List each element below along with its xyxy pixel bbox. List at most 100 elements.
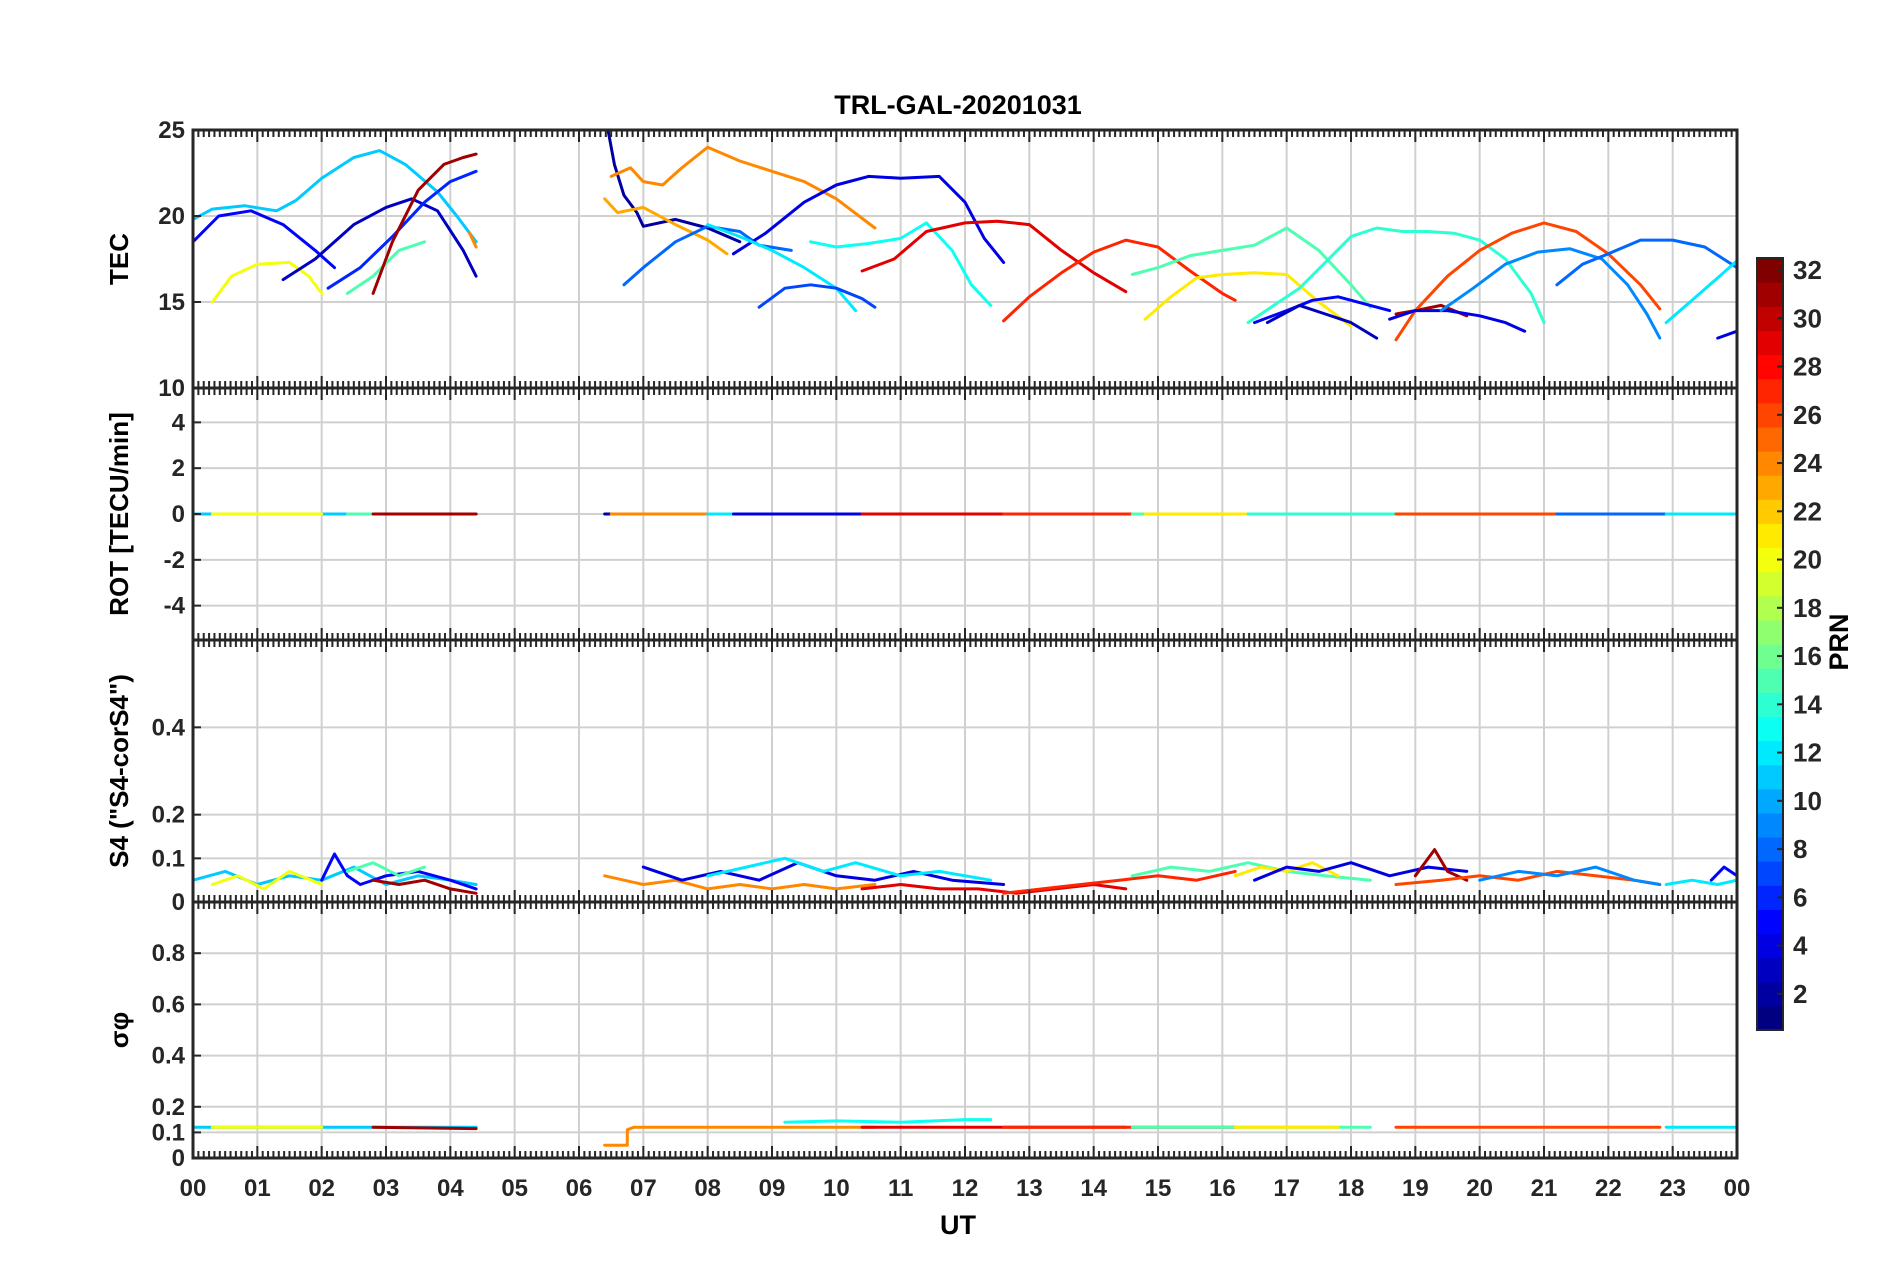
- tec-series-line-prn-5: [1253, 295, 1392, 325]
- colorbar-swatch-15: [1757, 668, 1783, 693]
- colorbar-swatch-21: [1757, 523, 1783, 549]
- x-tick-label: 02: [308, 1175, 335, 1202]
- colorbar-label: PRN: [1824, 613, 1854, 670]
- panel-tec: 10 15 20 25 TEC: [104, 117, 1739, 402]
- x-tick-label: 08: [694, 1175, 721, 1202]
- tec-series-line-prn-9: [1439, 247, 1662, 340]
- s4-ytick-label: 0.2: [152, 802, 185, 829]
- sigma-ytick-label: 0: [172, 1145, 185, 1172]
- colorbar-frame: [1756, 257, 1784, 1031]
- x-tick-label: 11: [888, 1175, 913, 1202]
- sigma-series-line-prn-24: [603, 1125, 877, 1147]
- x-tick-label: 22: [1595, 1175, 1622, 1202]
- s4-series-line-prn-15: [1130, 861, 1372, 882]
- sigma-y-axis-label: σφ: [104, 1012, 134, 1048]
- sigma-ytick-label: 0.2: [152, 1094, 185, 1121]
- chart-title: TRL-GAL-20201031: [834, 90, 1082, 120]
- tec-series-line-prn-13: [809, 221, 993, 307]
- s4-series-line-prn-12: [706, 856, 993, 882]
- tec-series-line-prn-12: [706, 223, 858, 313]
- tec-series-line-prn-4: [1716, 329, 1739, 340]
- sigma-series-line-prn-31: [371, 1125, 478, 1131]
- s4-ytick-label: 0.4: [152, 714, 186, 741]
- colorbar-tick-label: 30: [1793, 303, 1822, 333]
- sigma-ytick-label: 0.8: [152, 940, 185, 967]
- s4-series-line-prn-31: [371, 878, 478, 895]
- colorbar-swatch-17: [1757, 619, 1783, 645]
- colorbar-swatch-29: [1757, 330, 1783, 356]
- tec-series-line-prn-12: [1664, 259, 1739, 325]
- colorbar-tick-label: 4: [1793, 931, 1808, 961]
- colorbar-tick-label: 8: [1793, 834, 1807, 864]
- tec-y-axis-label: TEC: [104, 233, 134, 285]
- tec-ytick-label: 15: [158, 289, 185, 316]
- colorbar-swatch-7: [1757, 861, 1783, 886]
- tec-ytick-label: 10: [158, 375, 185, 402]
- tec-series-line-prn-4: [1388, 309, 1527, 333]
- tec-series-line-prn-2: [606, 128, 742, 244]
- s4-series-line-prn-21: [1233, 861, 1340, 878]
- rot-ytick-label: -2: [164, 547, 185, 574]
- tec-series-line-prn-27: [1002, 238, 1237, 323]
- x-tick-label: 16: [1209, 1175, 1236, 1202]
- colorbar-swatch-3: [1757, 957, 1783, 983]
- colorbar-swatch-25: [1757, 426, 1783, 452]
- x-tick-label: 20: [1466, 1175, 1493, 1202]
- colorbar-tick-label: 28: [1793, 352, 1822, 382]
- tec-minor-ticks: [192, 130, 1738, 388]
- colorbar-tick-label: 2: [1793, 979, 1807, 1009]
- colorbar-swatch-31: [1757, 282, 1783, 307]
- colorbar-swatch-13: [1757, 716, 1783, 742]
- s4-series-line-prn-5: [1709, 865, 1739, 882]
- colorbar-swatch-9: [1757, 812, 1783, 838]
- panel-s4: 0 0.1 0.2 0.4 S4 ("S4-corS4"): [104, 638, 1739, 916]
- x-axis-label: UT: [940, 1210, 976, 1240]
- colorbar-swatch-11: [1757, 764, 1783, 790]
- x-tick-label: 15: [1145, 1175, 1172, 1202]
- sigma-series: [191, 1118, 1739, 1147]
- x-tick-label: 09: [759, 1175, 786, 1202]
- x-tick-label: 12: [952, 1175, 979, 1202]
- rot-ytick-label: 4: [172, 409, 186, 436]
- x-tick-label: 13: [1016, 1175, 1043, 1202]
- tec-series-line-prn-14: [1246, 226, 1546, 325]
- s4-y-axis-label: S4 ("S4-corS4"): [104, 674, 134, 868]
- x-tick-label: 10: [823, 1175, 850, 1202]
- tec-series-line-prn-20: [210, 260, 324, 304]
- tec-series-line-prn-31: [371, 152, 478, 295]
- tec-series-line-prn-7: [757, 283, 877, 309]
- tec-series-line-prn-24: [468, 231, 478, 249]
- colorbar-tick-label: 12: [1793, 738, 1822, 768]
- colorbar-tick-label: 14: [1793, 689, 1822, 719]
- colorbar-swatch-19: [1757, 571, 1783, 597]
- colorbar-swatch-5: [1757, 909, 1783, 935]
- tec-series-line-prn-15: [345, 240, 427, 295]
- x-tick-label: 19: [1402, 1175, 1429, 1202]
- colorbar-tick-label: 32: [1793, 255, 1822, 285]
- colorbar-tick-label: 24: [1793, 448, 1822, 478]
- tec-series-line-prn-21: [1143, 271, 1353, 328]
- x-tick-label: 00: [1724, 1175, 1751, 1202]
- colorbar-tick-label: 16: [1793, 641, 1822, 671]
- tec-ytick-label: 25: [158, 117, 185, 144]
- x-tick-label: 23: [1659, 1175, 1686, 1202]
- colorbar-tick-label: 6: [1793, 882, 1807, 912]
- tec-series-line-prn-6: [326, 169, 478, 290]
- rot-ytick-label: -4: [164, 593, 186, 620]
- s4-series-line-prn-9: [1478, 865, 1662, 886]
- panel-sigma: 00.10.2 0.4 0.6 0.8 σφ: [104, 900, 1739, 1172]
- colorbar-swatch-1: [1757, 1005, 1783, 1031]
- tec-series: [191, 128, 1739, 342]
- x-tick-label: 01: [244, 1175, 271, 1202]
- tec-series-line-prn-23: [603, 197, 729, 256]
- panel-rot: -4 -2 0 2 4 ROT [TECU/min]: [104, 386, 1739, 642]
- x-tick-label: 05: [501, 1175, 528, 1202]
- tec-series-line-prn-11: [191, 149, 478, 244]
- s4-series-line-prn-12: [1664, 878, 1739, 886]
- x-tick-label: 14: [1080, 1175, 1107, 1202]
- x-tick-label: 07: [630, 1175, 657, 1202]
- x-tick-label: 04: [437, 1175, 464, 1202]
- sigma-minor-ticks: [192, 902, 1738, 1158]
